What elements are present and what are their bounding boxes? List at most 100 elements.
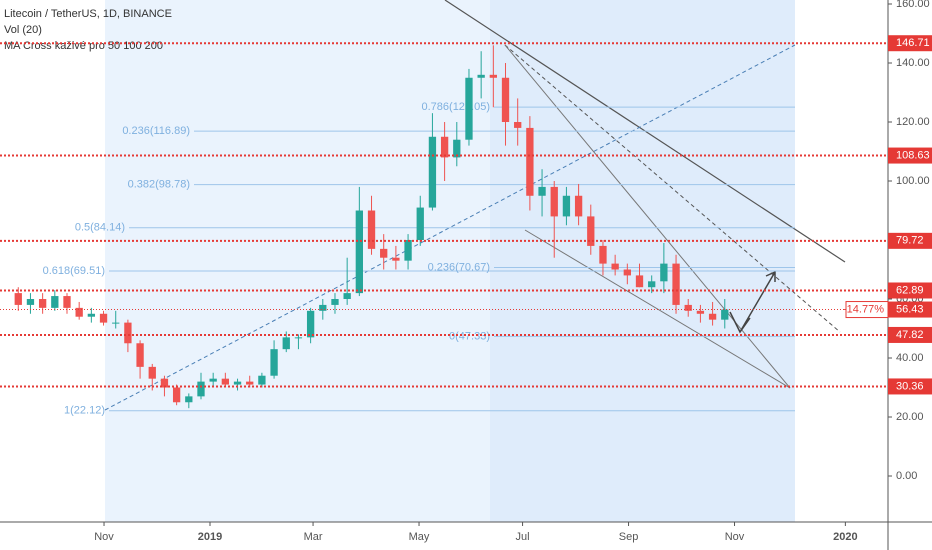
trend-line [504, 44, 841, 333]
level-tag [888, 232, 932, 249]
candle-body [112, 322, 120, 324]
y-tick-label: 20.00 [896, 411, 924, 423]
candle-body [501, 77, 510, 123]
candle-body [708, 313, 717, 320]
level-tag [888, 147, 932, 164]
fib-label: 0.236(70.67) [428, 261, 490, 273]
candle-body [538, 186, 546, 196]
candle-body [611, 263, 619, 270]
candle-body [355, 210, 363, 294]
candle-body [233, 381, 242, 385]
candle-body [148, 366, 156, 379]
level-label: 62.89 [896, 284, 924, 296]
level-tag [888, 378, 932, 395]
candle-body [392, 257, 400, 261]
x-tick-label: Mar [304, 531, 323, 543]
candle-body [87, 313, 96, 317]
level-tag [888, 326, 932, 343]
candle-body [136, 343, 144, 367]
price-change: -14.77% [843, 303, 884, 315]
x-tick-label: Jul [516, 531, 530, 543]
candle-body [172, 387, 181, 403]
level-label: 79.72 [896, 235, 924, 247]
projection-arrow [729, 270, 776, 334]
candle-body [38, 299, 47, 308]
candle-body [63, 296, 71, 308]
last-price-tag [888, 301, 932, 318]
x-tick-label: Nov [725, 531, 745, 543]
candle-body [209, 378, 217, 382]
candle-body [185, 396, 193, 403]
candle-body [306, 310, 315, 338]
y-tick-label: 140.00 [896, 57, 930, 69]
candle-body [428, 136, 437, 208]
level-label: 47.82 [896, 329, 924, 341]
indicator-label: Vol (20) [4, 24, 42, 36]
candle-body [367, 210, 376, 249]
x-tick-label: 2020 [833, 531, 857, 543]
level-label: 146.71 [896, 37, 930, 49]
candle-body [453, 139, 461, 158]
fib-label: 0.382(98.78) [128, 179, 190, 191]
candle-body [380, 248, 388, 258]
candle-body [197, 381, 205, 397]
candle-body [684, 304, 692, 311]
y-tick-label: 0.00 [896, 470, 917, 482]
candle-body [75, 307, 83, 317]
candle-body [623, 269, 631, 276]
candle-body [574, 195, 583, 217]
level-label: 108.63 [896, 149, 930, 161]
candle-body [14, 293, 22, 305]
candle-body [99, 313, 108, 323]
fib-label: 0.618(69.51) [43, 265, 105, 277]
last-price-label: 56.43 [896, 303, 924, 315]
candle-body [124, 322, 132, 344]
level-tag [888, 282, 932, 299]
candle-body [672, 263, 680, 305]
candle-body [721, 309, 729, 320]
y-tick-label: 100.00 [896, 175, 930, 187]
candle-body [343, 293, 351, 300]
candle-body [160, 378, 169, 388]
candle-body [319, 304, 327, 311]
x-tick-label: Nov [94, 531, 114, 543]
candle-body [696, 310, 705, 314]
fib-label: 1(22.12) [64, 405, 105, 417]
fib-zone [490, 0, 795, 522]
trend-line [524, 229, 791, 389]
fib-label: 0.236(116.89) [122, 125, 190, 137]
indicator-label: MA Cross kaživé pro 50 100 200 [4, 40, 163, 52]
candle-body [270, 349, 278, 376]
candle-body [550, 186, 558, 217]
candle-body [258, 375, 266, 385]
candle-body [51, 296, 59, 308]
candle-body [465, 77, 473, 140]
candle-body [294, 337, 303, 339]
trend-line [504, 44, 791, 389]
x-tick-label: May [409, 531, 430, 543]
candle-body [648, 281, 656, 288]
candle-body [477, 74, 485, 78]
candle-body [562, 195, 571, 217]
candle-body [660, 263, 668, 282]
x-tick-label: Sep [619, 531, 639, 543]
candle-body [404, 240, 412, 261]
candle-body [416, 207, 424, 241]
candle-body [440, 136, 449, 158]
x-tick-label: 2019 [198, 531, 222, 543]
candle-body [246, 381, 254, 385]
candle-body [514, 122, 522, 128]
candle-body [599, 245, 607, 264]
y-tick-label: 40.00 [896, 352, 924, 364]
fib-label: 0(47.33) [449, 330, 490, 342]
candle-body [282, 337, 290, 350]
y-tick-label: 160.00 [896, 0, 930, 10]
candle-body [489, 74, 497, 78]
level-label: 30.36 [896, 380, 924, 392]
fib-label: 0.786(125.05) [422, 101, 491, 113]
level-tag [888, 35, 932, 52]
candle-body [526, 127, 534, 196]
chart-title: Litecoin / TetherUS, 1D, BINANCE [4, 8, 172, 20]
